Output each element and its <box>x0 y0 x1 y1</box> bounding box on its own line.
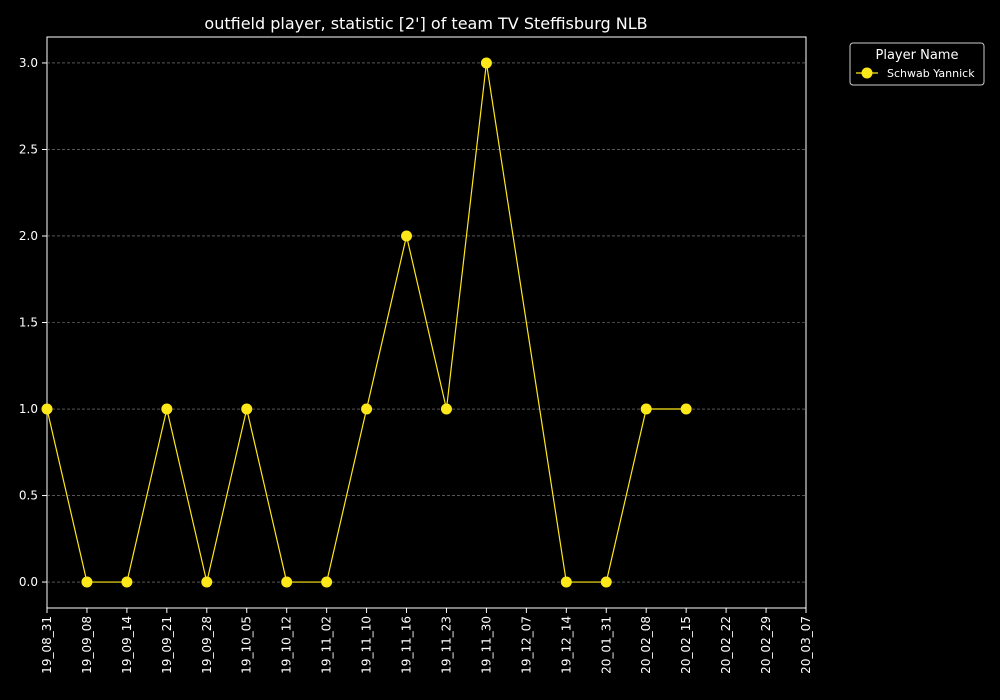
x-tick-label: 19_11_02 <box>320 616 334 674</box>
x-tick-label: 19_09_28 <box>200 616 214 674</box>
x-tick-label: 20_02_29 <box>759 616 773 674</box>
x-tick-label: 19_09_08 <box>80 616 94 674</box>
series-layer <box>41 57 692 588</box>
legend-series-label: Schwab Yannick <box>887 67 975 80</box>
legend-marker <box>861 67 873 79</box>
x-tick-label: 19_10_12 <box>280 616 294 674</box>
y-axis: 0.0 0.5 1.0 1.5 2.0 2.5 3.0 <box>19 56 47 589</box>
data-point <box>480 57 492 69</box>
y-tick-label: 1.5 <box>19 316 38 330</box>
x-tick-label: 19_09_21 <box>160 616 174 674</box>
x-axis: 19_08_31 19_09_08 19_09_14 19_09_21 19_09_28… <box>40 608 813 674</box>
x-tick-label: 19_11_30 <box>479 616 493 674</box>
data-point <box>201 576 213 588</box>
data-point <box>640 403 652 415</box>
x-tick-label: 19_12_14 <box>559 616 573 674</box>
data-point <box>560 576 572 588</box>
data-point <box>680 403 692 415</box>
legend-box <box>849 42 985 86</box>
legend-title: Player Name <box>876 48 959 63</box>
data-point <box>281 576 293 588</box>
data-point <box>81 576 93 588</box>
x-tick-label: 19_11_16 <box>400 616 414 674</box>
x-tick-label: 19_12_07 <box>519 616 533 674</box>
x-tick-label: 19_11_23 <box>439 616 453 674</box>
data-point <box>600 576 612 588</box>
chart-title: outfield player, statistic [2'] of team … <box>204 14 647 33</box>
legend: Player Name Schwab Yannick <box>849 42 985 86</box>
y-tick-label: 1.0 <box>19 402 38 416</box>
y-tick-label: 0.0 <box>19 575 38 589</box>
data-point <box>321 576 333 588</box>
x-tick-label: 19_08_31 <box>40 616 54 674</box>
x-tick-label: 19_10_05 <box>240 616 254 674</box>
y-tick-label: 2.0 <box>19 229 38 243</box>
x-tick-label: 20_01_31 <box>599 616 613 674</box>
x-tick-label: 20_02_08 <box>639 616 653 674</box>
y-tick-label: 3.0 <box>19 56 38 70</box>
x-tick-label: 20_02_22 <box>719 616 733 674</box>
data-point <box>161 403 173 415</box>
x-tick-label: 20_02_15 <box>679 616 693 674</box>
y-tick-label: 0.5 <box>19 489 38 503</box>
data-point <box>121 576 133 588</box>
y-tick-label: 2.5 <box>19 142 38 156</box>
series-line <box>46 62 687 583</box>
x-tick-label: 20_03_07 <box>799 616 813 674</box>
data-point <box>41 403 53 415</box>
x-tick-label: 19_09_14 <box>120 616 134 674</box>
data-point <box>241 403 253 415</box>
data-point <box>401 230 413 242</box>
data-point <box>361 403 373 415</box>
x-tick-label: 19_11_10 <box>360 616 374 674</box>
data-point <box>440 403 452 415</box>
